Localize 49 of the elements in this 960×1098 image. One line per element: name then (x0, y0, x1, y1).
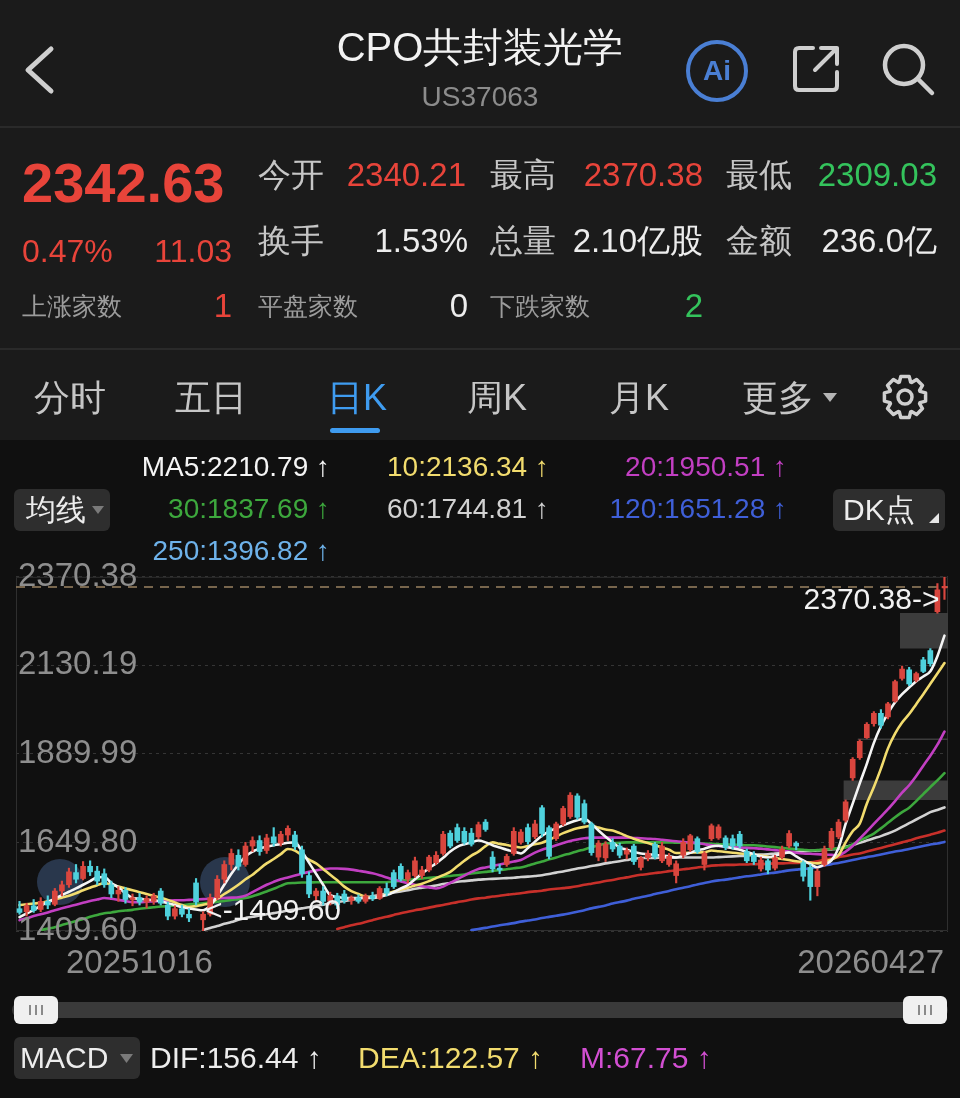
text: 换手 (258, 222, 324, 260)
y-tick-label: 1889.99 (18, 732, 138, 770)
text: Ai (703, 54, 731, 88)
text: 均线 (26, 492, 86, 528)
text: DEA:122.57 ↑ (358, 1040, 544, 1076)
text: 总量 (490, 222, 556, 260)
line-series (470, 840, 946, 931)
text: 日K (326, 377, 388, 419)
y-tick-label: 2130.19 (18, 644, 138, 682)
text: 60:1744.81 ↑ (387, 492, 549, 526)
text: DK点 (843, 492, 915, 528)
text: 20:1950.51 ↑ (625, 450, 787, 484)
text: 2.10亿股 (572, 222, 703, 260)
text: 2 (684, 287, 703, 325)
text: 最高 (490, 156, 556, 194)
text: 周K (466, 377, 528, 419)
text: 分时 (34, 377, 106, 419)
text: 1 (213, 287, 232, 325)
text: 上涨家数 (22, 291, 122, 321)
text: 20260427 (797, 943, 944, 981)
text: 最低 (726, 156, 792, 194)
text: 五日 (175, 377, 247, 419)
text: 10:2136.34 ↑ (387, 450, 549, 484)
legend-label: 250:1396.82 ↑ (152, 534, 330, 568)
text: 2340.21 (346, 156, 466, 194)
text: 1.53% (374, 222, 468, 260)
text: 金额 (726, 222, 792, 260)
text: 2309.03 (817, 156, 937, 194)
text: MA5:2210.79 ↑ (141, 450, 330, 484)
text: 2370.38 (583, 156, 703, 194)
text: 平盘家数 (258, 291, 358, 321)
text: 月K (608, 377, 670, 419)
y-tick-label: 1649.80 (18, 821, 138, 859)
text: 30:1837.69 ↑ (168, 492, 330, 526)
chart-subtitle: US37063 (421, 80, 539, 114)
text: 下跌家数 (490, 291, 590, 321)
y-tick-label: 2370.38 (18, 555, 138, 593)
text: 11.03 (154, 232, 232, 270)
text: MACD (20, 1040, 109, 1076)
text: 120:1651.28 ↑ (609, 492, 787, 526)
text: 0 (449, 287, 468, 325)
text: M:67.75 ↑ (580, 1040, 712, 1076)
text: DIF:156.44 ↑ (150, 1040, 322, 1076)
text: 今开 (258, 156, 324, 194)
text: 236.0亿 (821, 222, 937, 260)
text: 更多 (742, 377, 814, 419)
text: 2342.63 (22, 150, 225, 216)
text: 0.47% (22, 232, 113, 270)
chart-title: CPO共封装光学 (336, 24, 624, 70)
